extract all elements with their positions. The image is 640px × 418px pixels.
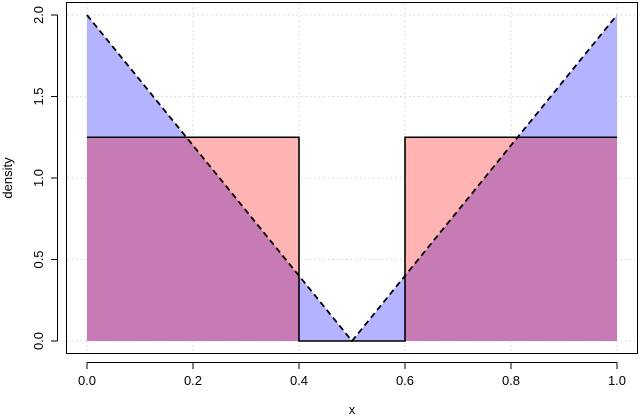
y-tick-label-3: 1.5 bbox=[31, 87, 46, 105]
x-tick-label-0: 0.0 bbox=[78, 373, 96, 388]
plot-frame bbox=[66, 2, 638, 354]
triangular-density-line bbox=[86, 14, 618, 343]
y-tick-label-1: 0.5 bbox=[31, 250, 46, 268]
x-tick-label-3: 0.6 bbox=[396, 373, 414, 388]
x-tick-label-2: 0.4 bbox=[290, 373, 308, 388]
x-axis: 0.0 0.2 0.4 0.6 0.8 1.0 bbox=[78, 362, 626, 388]
y-tick-label-0: 0.0 bbox=[31, 332, 46, 350]
y-tick-label-2: 1.0 bbox=[31, 169, 46, 187]
series-lines bbox=[86, 14, 618, 343]
y-axis-label: density bbox=[0, 157, 15, 199]
filled-areas bbox=[87, 15, 617, 341]
y-axis: 0.0 0.5 1.0 1.5 2.0 bbox=[31, 6, 58, 350]
x-axis-label: x bbox=[349, 402, 356, 417]
x-tick-label-1: 0.2 bbox=[184, 373, 202, 388]
overlap-area bbox=[87, 137, 617, 341]
y-tick-label-4: 2.0 bbox=[31, 6, 46, 24]
x-tick-label-4: 0.8 bbox=[502, 373, 520, 388]
x-tick-label-5: 1.0 bbox=[608, 373, 626, 388]
